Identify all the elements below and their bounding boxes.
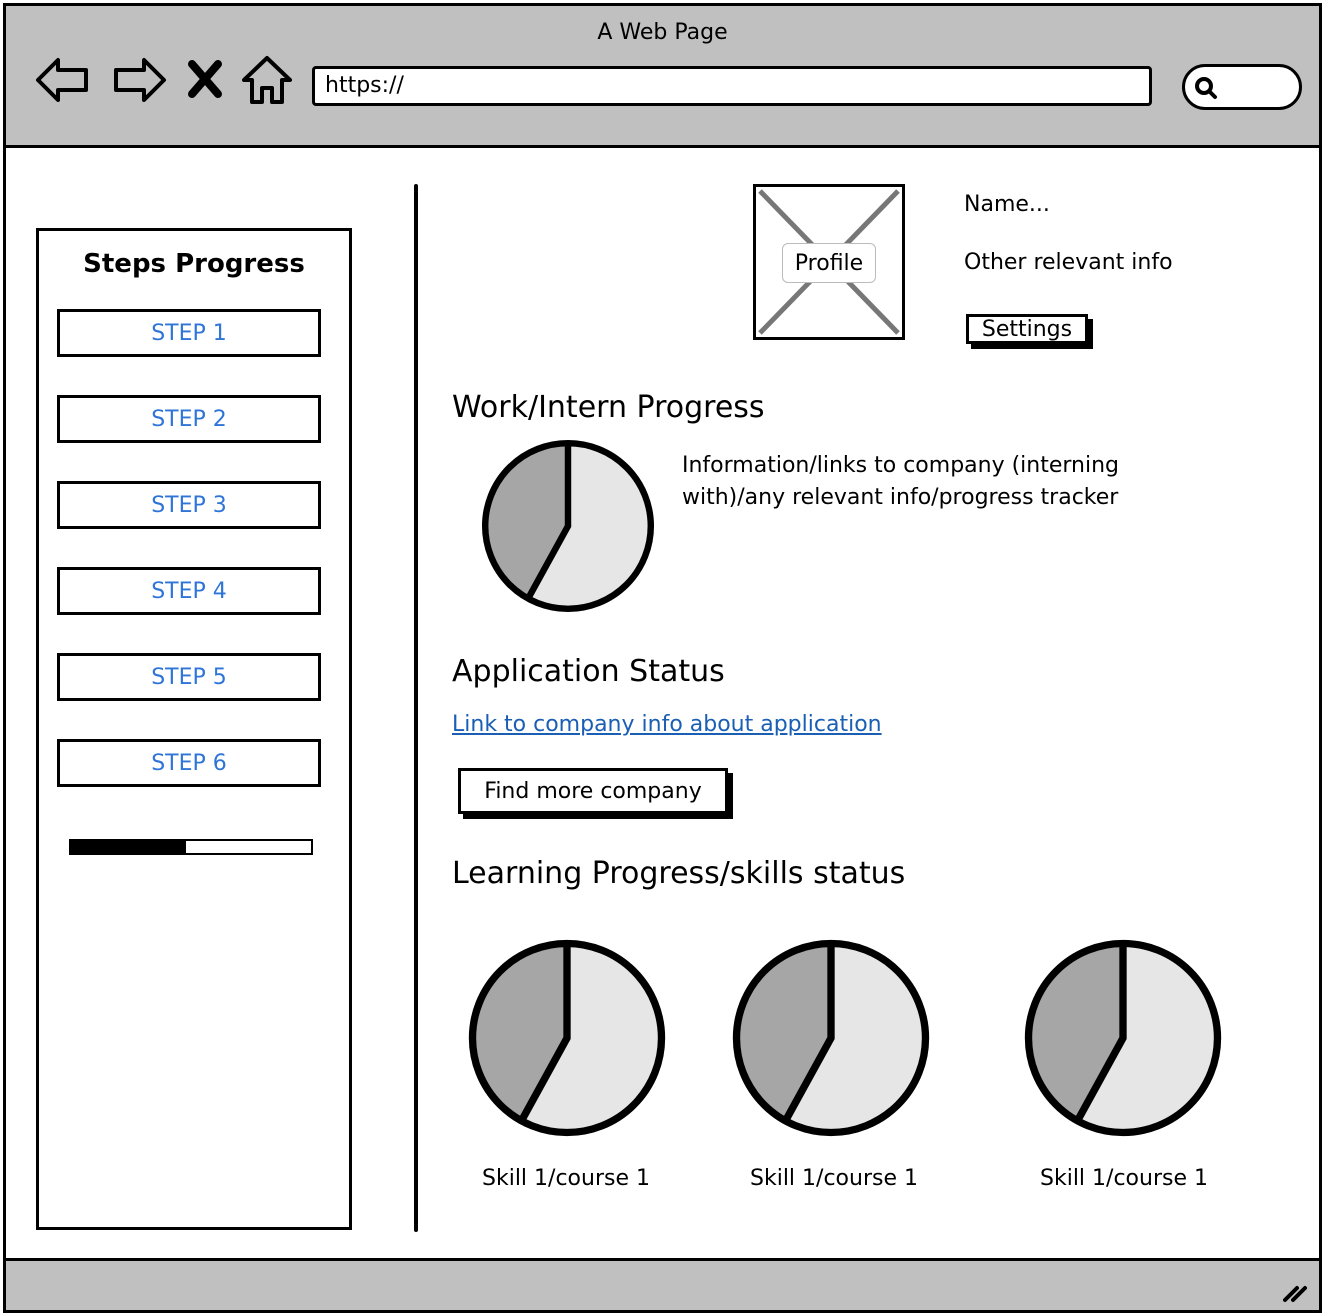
search-icon (1195, 77, 1217, 99)
skill-label-1: Skill 1/course 1 (482, 1166, 650, 1191)
skill-pie-1-outline (468, 939, 666, 1137)
skill-pie-3-outline (1024, 939, 1222, 1137)
profile-name: Name... (964, 192, 1050, 217)
skill-pie-2-slice-divider (782, 943, 835, 1123)
skill-pie-2 (726, 932, 936, 1144)
back-arrow-icon[interactable] (34, 50, 92, 110)
step-1-button[interactable]: STEP 1 (57, 309, 321, 357)
work-progress-pie (476, 434, 660, 618)
resize-grip-icon[interactable] (1281, 1276, 1309, 1304)
skill-pie-2-outline (732, 939, 930, 1137)
title-bar: A Web Page https:// (6, 6, 1319, 148)
sidebar-title: Steps Progress (83, 249, 305, 279)
profile-image-placeholder: Profile (753, 184, 905, 340)
settings-button[interactable]: Settings (966, 314, 1088, 344)
progress-bar-fill (71, 841, 187, 853)
learning-progress-heading: Learning Progress/skills status (452, 856, 906, 891)
step-6-button[interactable]: STEP 6 (57, 739, 321, 787)
steps-sidebar: Steps Progress STEP 1 STEP 2 STEP 3 STEP… (36, 228, 352, 1230)
skill-label-3: Skill 1/course 1 (1040, 1166, 1208, 1191)
profile-image-label: Profile (782, 243, 876, 283)
work-description-line-1: Information/links to company (interning (682, 453, 1120, 478)
work-pie-slice-divider (525, 443, 572, 601)
url-input[interactable]: https:// (312, 66, 1152, 106)
status-bar (6, 1258, 1319, 1310)
steps-progress-bar (69, 839, 313, 855)
step-3-button[interactable]: STEP 3 (57, 481, 321, 529)
skill-pie-1-slice-divider (518, 943, 571, 1123)
home-icon[interactable] (238, 50, 296, 110)
step-5-button[interactable]: STEP 5 (57, 653, 321, 701)
browser-window: A Web Page https:// Steps Progress STEP … (3, 3, 1322, 1313)
skill-pie-3-slice-divider (1074, 943, 1127, 1123)
application-status-heading: Application Status (452, 654, 725, 689)
find-more-company-button[interactable]: Find more company (458, 768, 728, 814)
profile-info: Other relevant info (964, 250, 1173, 275)
forward-arrow-icon[interactable] (110, 50, 168, 110)
vertical-divider (414, 184, 418, 1232)
skill-pie-3 (1018, 932, 1228, 1144)
work-description-line-2: with)/any relevant info/progress tracker (682, 485, 1119, 510)
work-progress-heading: Work/Intern Progress (452, 390, 765, 425)
company-info-link[interactable]: Link to company info about application (452, 712, 882, 737)
skill-pie-1 (462, 932, 672, 1144)
step-2-button[interactable]: STEP 2 (57, 395, 321, 443)
close-x-icon[interactable] (180, 50, 230, 110)
step-4-button[interactable]: STEP 4 (57, 567, 321, 615)
skill-label-2: Skill 1/course 1 (750, 1166, 918, 1191)
window-title: A Web Page (597, 20, 728, 45)
search-input[interactable] (1182, 64, 1302, 110)
work-pie-outline (481, 439, 655, 613)
